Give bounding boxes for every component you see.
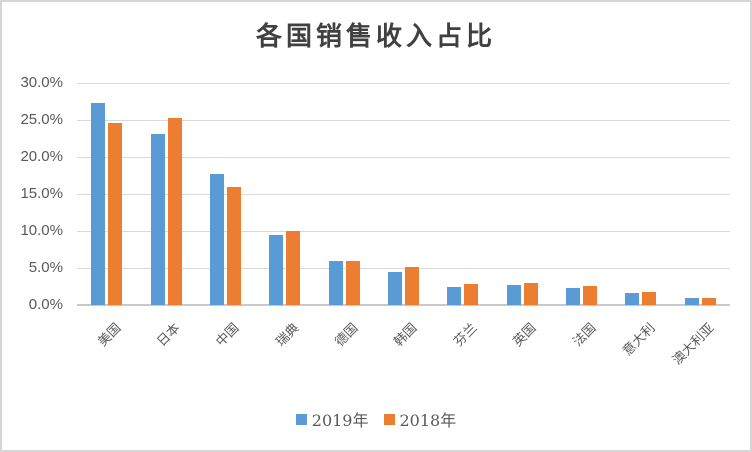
x-tick-label-芬兰: 芬兰 <box>451 320 481 350</box>
x-tick-label-韩国: 韩国 <box>391 320 421 350</box>
x-tick-label-中国: 中国 <box>213 320 243 350</box>
y-tick-label: 15.0% <box>20 185 63 202</box>
x-tick-label-日本: 日本 <box>154 320 184 350</box>
y-tick-label: 25.0% <box>20 111 63 128</box>
bar-2019年-瑞典 <box>269 235 284 305</box>
bar-2019年-澳大利亚 <box>684 298 699 305</box>
x-tick-label-德国: 德国 <box>332 320 362 350</box>
legend-item-2018年: 2018年 <box>383 407 457 431</box>
y-tick-label: 20.0% <box>20 148 63 165</box>
chart-title: 各国销售收入占比 <box>255 22 496 52</box>
bar-2019年-中国 <box>209 174 224 305</box>
bar-2019年-日本 <box>150 134 165 305</box>
bar-2018年-德国 <box>345 261 360 305</box>
x-tick-label-意大利: 意大利 <box>620 320 659 360</box>
y-tick-label: 30.0% <box>20 74 63 91</box>
gridline <box>77 83 730 84</box>
bar-2019年-美国 <box>91 103 106 305</box>
bar-2019年-英国 <box>506 285 521 305</box>
bar-2018年-意大利 <box>642 292 657 305</box>
legend-label-2018年: 2018年 <box>399 411 457 430</box>
y-tick-label: 10.0% <box>20 222 63 239</box>
gridline <box>77 268 730 269</box>
legend: 2019年 2018年 <box>2 407 750 431</box>
bar-2018年-瑞典 <box>286 231 301 305</box>
gridline <box>77 194 730 195</box>
gridline <box>77 231 730 232</box>
bar-2018年-法国 <box>583 286 598 305</box>
bar-2019年-芬兰 <box>447 287 462 305</box>
x-tick-label-瑞典: 瑞典 <box>273 320 303 350</box>
x-tick-label-英国: 英国 <box>510 320 540 350</box>
bar-2018年-韩国 <box>405 267 419 305</box>
y-tick-label: 0.0% <box>28 296 63 313</box>
gridline <box>77 157 730 158</box>
legend-label-2019年: 2019年 <box>311 411 369 430</box>
x-tick-label-法国: 法国 <box>570 320 600 350</box>
bar-2018年-美国 <box>108 123 123 305</box>
bar-2018年-英国 <box>523 283 538 305</box>
bar-2018年-澳大利亚 <box>701 298 716 305</box>
y-tick-label: 5.0% <box>28 259 63 276</box>
legend-item-2019年: 2019年 <box>295 407 369 431</box>
bar-2019年-意大利 <box>625 293 640 305</box>
bar-2019年-韩国 <box>388 272 402 305</box>
x-tick-label-美国: 美国 <box>95 320 125 350</box>
gridline <box>77 120 730 121</box>
bar-2018年-中国 <box>226 187 241 305</box>
bar-2018年-日本 <box>167 118 182 305</box>
legend-swatch-2018年 <box>383 413 395 425</box>
bar-2019年-法国 <box>566 288 581 305</box>
x-tick-label-澳大利亚: 澳大利亚 <box>670 320 718 369</box>
bar-2019年-德国 <box>328 261 343 305</box>
legend-swatch-2019年 <box>295 413 307 425</box>
x-axis-line <box>77 304 730 306</box>
bar-2018年-芬兰 <box>464 284 479 305</box>
